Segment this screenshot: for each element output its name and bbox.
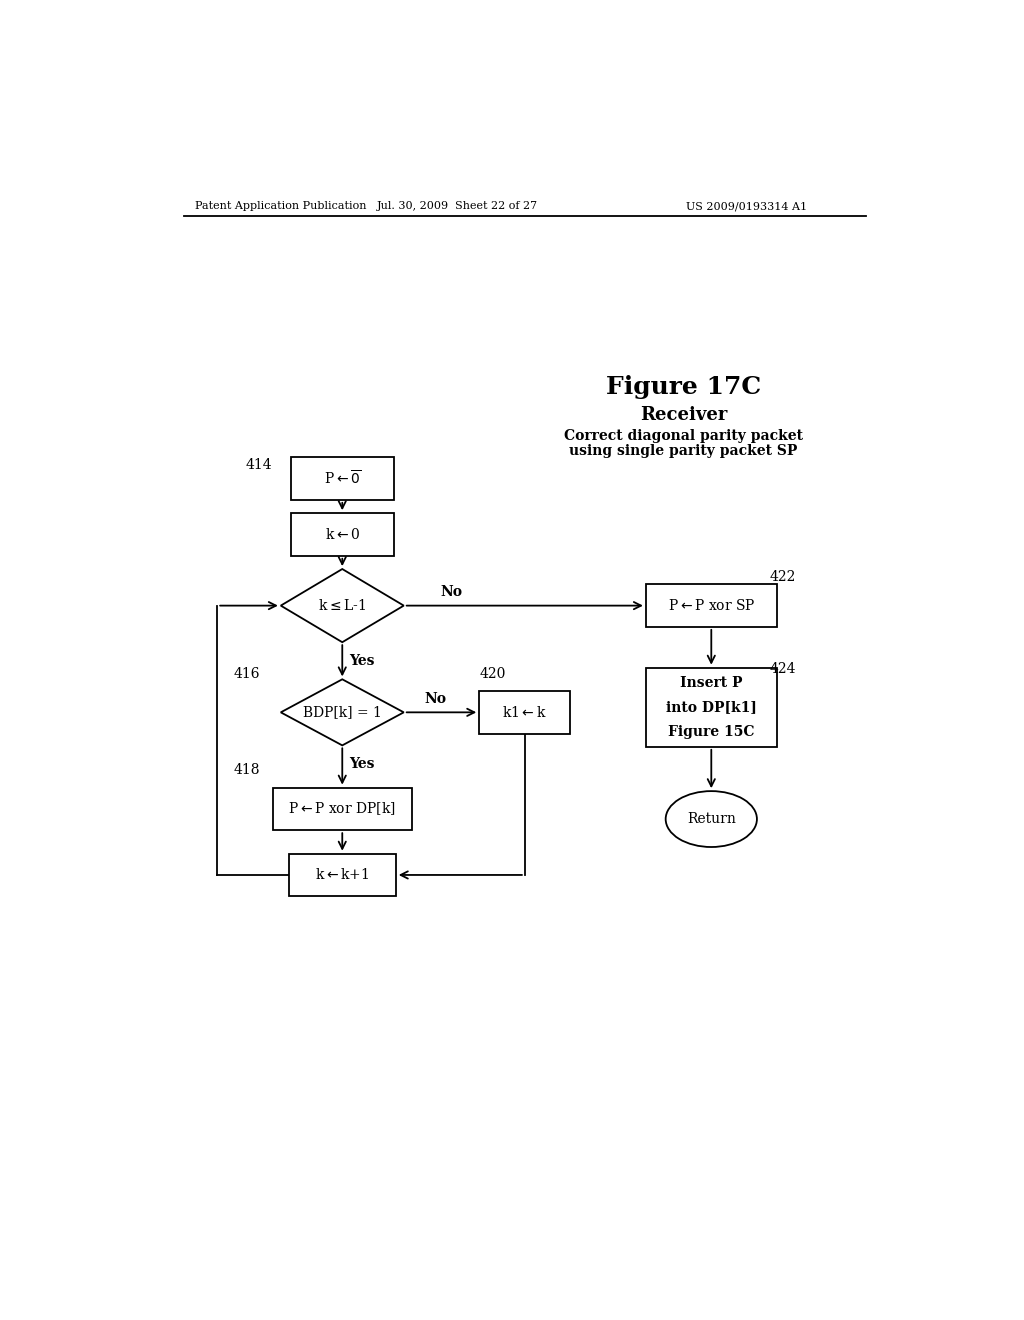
FancyBboxPatch shape: [291, 513, 394, 556]
Text: Receiver: Receiver: [640, 405, 727, 424]
Text: Correct diagonal parity packet: Correct diagonal parity packet: [564, 429, 803, 444]
Text: using single parity packet SP: using single parity packet SP: [569, 444, 798, 458]
Text: k$\leq$L-1: k$\leq$L-1: [318, 598, 367, 612]
FancyBboxPatch shape: [272, 788, 412, 830]
Text: No: No: [425, 692, 446, 706]
Text: k$\leftarrow$k+1: k$\leftarrow$k+1: [315, 867, 370, 883]
Text: 416: 416: [233, 667, 260, 681]
Text: 414: 414: [246, 458, 272, 473]
Text: Patent Application Publication: Patent Application Publication: [196, 201, 367, 211]
Polygon shape: [281, 680, 403, 746]
Text: P$\leftarrow$P xor DP[k]: P$\leftarrow$P xor DP[k]: [289, 800, 396, 817]
Text: Figure 17C: Figure 17C: [606, 375, 761, 399]
Text: Yes: Yes: [349, 756, 375, 771]
Text: BDP[k] = 1: BDP[k] = 1: [303, 705, 382, 719]
Text: P$\leftarrow$P xor SP: P$\leftarrow$P xor SP: [668, 598, 755, 612]
FancyBboxPatch shape: [646, 668, 777, 747]
Text: into DP[k1]: into DP[k1]: [666, 700, 757, 714]
Text: Return: Return: [687, 812, 735, 826]
FancyBboxPatch shape: [646, 585, 777, 627]
Text: k1$\leftarrow$k: k1$\leftarrow$k: [503, 705, 547, 719]
Text: Jul. 30, 2009  Sheet 22 of 27: Jul. 30, 2009 Sheet 22 of 27: [377, 201, 538, 211]
Text: No: No: [440, 585, 463, 599]
Text: US 2009/0193314 A1: US 2009/0193314 A1: [686, 201, 808, 211]
FancyBboxPatch shape: [479, 690, 570, 734]
Text: Insert P: Insert P: [680, 676, 742, 690]
Text: Figure 15C: Figure 15C: [668, 725, 755, 739]
Text: Yes: Yes: [349, 653, 375, 668]
Text: k$\leftarrow$0: k$\leftarrow$0: [325, 527, 359, 543]
Text: 422: 422: [769, 570, 796, 585]
Text: 424: 424: [769, 661, 796, 676]
Text: 420: 420: [480, 667, 506, 681]
Polygon shape: [281, 569, 403, 643]
FancyBboxPatch shape: [289, 854, 396, 896]
Text: P$\leftarrow\overline{0}$: P$\leftarrow\overline{0}$: [324, 470, 360, 487]
Text: 418: 418: [233, 763, 260, 777]
Ellipse shape: [666, 791, 757, 847]
FancyBboxPatch shape: [291, 457, 394, 500]
